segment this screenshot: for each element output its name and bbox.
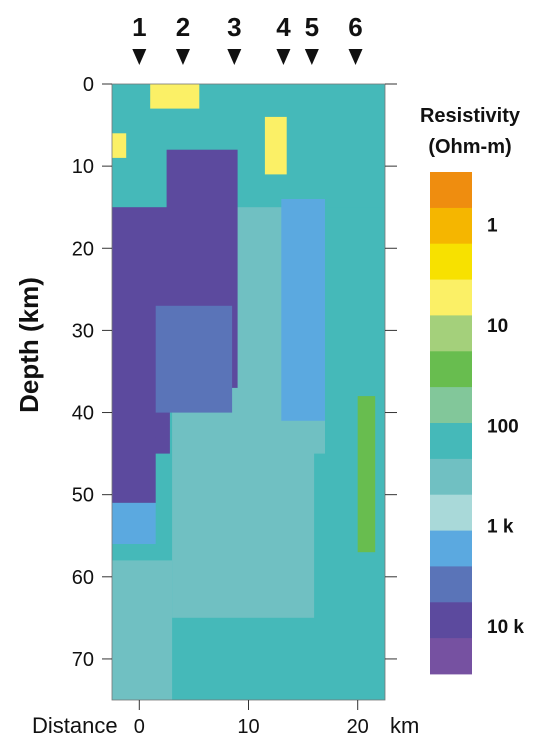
station-label: 5 bbox=[305, 12, 319, 42]
region-deep-conductor-left bbox=[112, 560, 173, 700]
distance-tick-label: 20 bbox=[347, 716, 369, 738]
colorbar-title-line2: (Ohm-m) bbox=[428, 136, 511, 158]
colorbar-tick-label: 10 k bbox=[487, 617, 524, 638]
depth-tick-label: 50 bbox=[72, 485, 94, 507]
colorbar-swatches bbox=[430, 172, 472, 675]
colorbar-swatch bbox=[430, 243, 472, 280]
region-conductor-near-surface-2 bbox=[150, 84, 200, 109]
distance-tick-label: 10 bbox=[237, 716, 259, 738]
colorbar-swatch bbox=[430, 351, 472, 388]
depth-tick-label: 60 bbox=[72, 567, 94, 589]
region-conductor-near-station-4 bbox=[264, 116, 287, 175]
station-label: 6 bbox=[348, 12, 362, 42]
colorbar-tick-label: 10 bbox=[487, 316, 508, 337]
depth-tick-label: 30 bbox=[72, 320, 94, 342]
colorbar-swatch bbox=[430, 423, 472, 460]
depth-tick-label: 0 bbox=[83, 74, 94, 96]
station-marker-triangle bbox=[348, 49, 363, 65]
depth-axis-label: Depth (km) bbox=[14, 277, 44, 413]
station-label: 3 bbox=[227, 12, 241, 42]
depth-tick-label: 10 bbox=[72, 156, 94, 178]
colorbar-swatch bbox=[430, 207, 472, 245]
region-resistor-left-lower bbox=[112, 437, 156, 503]
colorbar-swatch bbox=[430, 530, 472, 567]
station-label: 2 bbox=[176, 12, 190, 42]
colorbar-tick-label: 1 bbox=[487, 216, 498, 237]
resistivity-regions bbox=[112, 84, 385, 700]
depth-tick-label: 70 bbox=[72, 649, 94, 671]
colorbar-swatch bbox=[430, 279, 472, 316]
distance-unit-label: km bbox=[390, 713, 419, 738]
region-conductor-right-edge bbox=[357, 396, 376, 553]
colorbar-swatch bbox=[430, 387, 472, 424]
distance-axis: 0 10 20 bbox=[134, 700, 369, 738]
station-marker-triangle bbox=[132, 49, 147, 65]
colorbar-title-line1: Resistivity bbox=[420, 105, 521, 127]
colorbar-swatch bbox=[430, 458, 472, 496]
colorbar: Resistivity (Ohm-m) 1 10 100 1 k 10 k bbox=[420, 105, 524, 675]
station-marker-triangle bbox=[304, 49, 319, 65]
depth-tick-label: 20 bbox=[72, 238, 94, 260]
region-resistor-left-lower-2 bbox=[112, 502, 156, 544]
station-marker-triangle bbox=[276, 49, 291, 65]
colorbar-labels: 1 10 100 1 k 10 k bbox=[487, 216, 524, 639]
colorbar-swatch bbox=[430, 172, 472, 209]
region-conductor-left-edge bbox=[112, 133, 127, 158]
depth-axis: 0 10 20 30 40 50 60 70 bbox=[72, 74, 397, 671]
station-label: 1 bbox=[132, 12, 146, 42]
colorbar-swatch bbox=[430, 315, 472, 352]
station-label: 4 bbox=[276, 12, 291, 42]
colorbar-swatch bbox=[430, 566, 472, 603]
region-resistive-band-right bbox=[281, 199, 325, 421]
station-marker-triangle bbox=[227, 49, 242, 65]
distance-axis-label: Distance bbox=[32, 713, 118, 738]
distance-tick-label: 0 bbox=[134, 716, 145, 738]
colorbar-swatch bbox=[430, 638, 472, 675]
station-marker-triangle bbox=[175, 49, 190, 65]
colorbar-swatch bbox=[430, 494, 472, 531]
resistivity-section bbox=[111, 83, 386, 701]
depth-tick-label: 40 bbox=[72, 403, 94, 425]
colorbar-swatch bbox=[430, 602, 472, 639]
colorbar-tick-label: 1 k bbox=[487, 517, 514, 538]
colorbar-tick-label: 100 bbox=[487, 416, 519, 437]
region-resistor-center-flank bbox=[155, 305, 233, 413]
